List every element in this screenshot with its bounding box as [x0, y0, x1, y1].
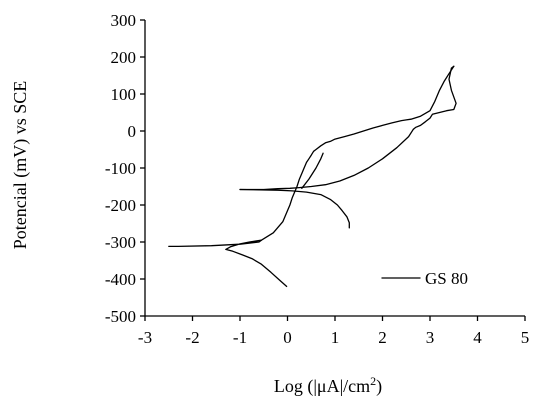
series-group [168, 65, 457, 288]
series-line-segment [412, 65, 457, 130]
x-tick-label: -3 [138, 328, 152, 347]
x-tick-label: 0 [283, 328, 292, 347]
legend-label-gs80: GS 80 [425, 269, 468, 288]
x-axis-title: Log (|μA|/cm2) [274, 374, 382, 397]
x-axis-title-sup: 2 [370, 374, 376, 388]
x-tick-label: 3 [426, 328, 435, 347]
x-tick-label: 1 [331, 328, 340, 347]
x-tick-label: 4 [473, 328, 482, 347]
x-tick-label: -1 [233, 328, 247, 347]
y-tick-label: 200 [111, 48, 137, 67]
series-gs80 [168, 65, 457, 288]
x-axis-title-suffix: ) [376, 376, 382, 397]
series-line-segment [168, 239, 288, 288]
x-tick-label: 5 [521, 328, 530, 347]
x-axis-title-unit: A|/cm [327, 376, 371, 396]
series-line-segment [239, 188, 350, 229]
axes [144, 20, 525, 317]
y-tick-label: -100 [105, 159, 136, 178]
y-ticks: -500 -400 -300 -200 -100 0 100 200 300 [105, 11, 145, 326]
x-tick-label: 2 [378, 328, 387, 347]
y-tick-label: -300 [105, 233, 136, 252]
x-ticks: -3 -2 -1 0 1 2 3 4 5 [138, 316, 529, 347]
y-tick-label: 100 [111, 85, 137, 104]
y-tick-label: -200 [105, 196, 136, 215]
y-axis-title: Potencial (mV) vs SCE [10, 81, 31, 250]
series-line-segment [301, 152, 324, 189]
y-tick-label: 300 [111, 11, 137, 30]
y-tick-label: -500 [105, 307, 136, 326]
y-tick-label: -400 [105, 270, 136, 289]
y-tick-label: 0 [128, 122, 137, 141]
series-line-segment [260, 65, 455, 241]
x-tick-label: -2 [185, 328, 199, 347]
x-axis-title-prefix: Log (| [274, 376, 317, 397]
x-axis-title-mu: μ [317, 376, 327, 396]
series-line-segment [239, 128, 415, 191]
legend: GS 80 [381, 269, 468, 288]
